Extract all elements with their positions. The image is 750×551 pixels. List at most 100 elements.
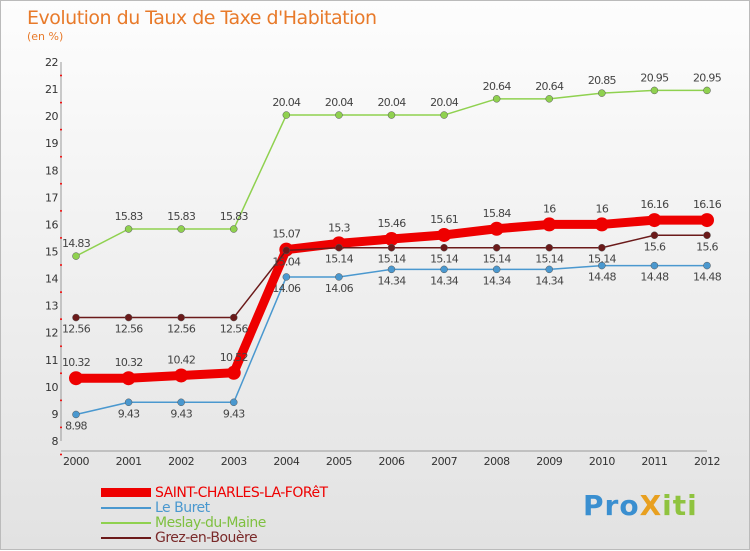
legend-item: Grez-en-Bouère <box>101 529 328 546</box>
data-point <box>387 265 396 274</box>
y-minor-tick <box>60 345 62 348</box>
y-tick-label: 15 <box>45 246 58 259</box>
data-label: 10.42 <box>167 353 195 366</box>
data-label: 15.14 <box>483 253 512 266</box>
data-point <box>440 265 448 274</box>
x-tick-label: 2008 <box>484 455 510 468</box>
data-point <box>177 225 185 233</box>
y-tick-label: 12 <box>45 327 58 340</box>
y-tick-label: 16 <box>45 218 58 231</box>
legend-swatch <box>101 536 151 539</box>
legend-swatch <box>101 488 151 497</box>
legend-label: Le Buret <box>155 499 210 516</box>
data-label: 15.46 <box>378 217 407 230</box>
data-point <box>492 243 501 252</box>
data-point <box>121 371 136 386</box>
data-label: 9.43 <box>170 407 192 420</box>
data-point <box>230 225 238 233</box>
y-minor-tick <box>60 236 62 239</box>
data-point <box>598 89 606 97</box>
data-point <box>72 313 80 322</box>
x-tick-label: 2012 <box>694 455 720 468</box>
data-point <box>542 217 557 232</box>
data-label: 15.14 <box>430 253 459 266</box>
chart-subtitle: (en %) <box>27 30 64 43</box>
x-tick-label: 2004 <box>273 455 299 468</box>
data-point <box>703 231 711 240</box>
data-label: 20.95 <box>693 71 722 84</box>
data-label: 15.14 <box>535 253 564 266</box>
data-point <box>335 111 343 119</box>
data-point <box>492 95 501 103</box>
data-point <box>282 273 291 281</box>
y-minor-tick <box>60 128 62 131</box>
data-point <box>72 410 80 419</box>
data-label: 9.43 <box>118 407 140 420</box>
data-label: 15.04 <box>272 255 301 268</box>
data-label: 14.34 <box>483 274 512 287</box>
y-minor-tick <box>60 101 62 104</box>
legend-label: Grez-en-Bouère <box>155 529 258 546</box>
data-label: 14.48 <box>693 271 722 284</box>
data-label: 14.48 <box>640 271 669 284</box>
data-label: 15.3 <box>328 221 350 234</box>
legend-label: Meslay-du-Maine <box>155 514 266 531</box>
data-point <box>650 261 659 270</box>
x-tick-label: 2007 <box>431 455 457 468</box>
data-point <box>598 261 606 270</box>
data-point <box>647 213 662 228</box>
x-tick-label: 2006 <box>379 455 405 468</box>
data-point <box>700 213 714 228</box>
data-label: 20.64 <box>535 80 564 93</box>
data-point <box>230 398 238 407</box>
data-label: 15.14 <box>325 253 354 266</box>
data-point <box>545 95 553 103</box>
data-label: 15.6 <box>696 240 718 253</box>
x-tick-label: 2000 <box>63 455 89 468</box>
data-label: 12.56 <box>167 323 196 336</box>
data-point <box>282 111 291 119</box>
y-tick-label: 19 <box>45 137 58 150</box>
data-point <box>282 246 291 255</box>
data-point <box>598 243 606 252</box>
data-point <box>226 365 241 380</box>
data-label: 20.85 <box>588 74 617 87</box>
y-minor-tick <box>60 291 62 294</box>
data-label: 14.83 <box>62 237 91 250</box>
data-label: 20.04 <box>378 96 407 109</box>
y-tick-label: 18 <box>45 164 58 177</box>
data-label: 20.04 <box>325 96 354 109</box>
data-label: 9.43 <box>223 407 245 420</box>
data-label: 15.83 <box>115 210 144 223</box>
data-label: 12.56 <box>115 323 144 336</box>
data-point <box>489 221 504 236</box>
data-point <box>69 371 83 386</box>
x-tick-label: 2002 <box>168 455 194 468</box>
data-point <box>387 111 396 119</box>
data-label: 15.14 <box>378 253 407 266</box>
data-point <box>703 261 711 270</box>
data-point <box>440 243 448 252</box>
y-minor-tick <box>60 155 62 158</box>
data-point <box>650 86 659 95</box>
data-point <box>177 313 185 322</box>
proxiti-logo: ProXiti <box>583 489 698 522</box>
legend-swatch <box>101 506 151 509</box>
data-point <box>440 111 448 119</box>
data-label: 8.98 <box>65 419 87 432</box>
data-point <box>384 232 399 247</box>
y-tick-label: 17 <box>45 191 58 204</box>
data-point <box>492 265 501 274</box>
data-point <box>703 86 711 95</box>
data-point <box>545 265 553 274</box>
data-label: 14.34 <box>535 274 564 287</box>
data-label: 10.52 <box>220 351 248 364</box>
legend: SAINT-CHARLES-LA-FORêT Le Buret Meslay-du-… <box>101 485 328 546</box>
data-label: 20.04 <box>272 96 301 109</box>
legend-item: Meslay-du-Maine <box>101 514 328 531</box>
y-minor-tick <box>60 426 62 429</box>
x-tick-label: 2003 <box>221 455 247 468</box>
data-label: 15.14 <box>588 253 617 266</box>
data-label: 15.6 <box>644 240 666 253</box>
